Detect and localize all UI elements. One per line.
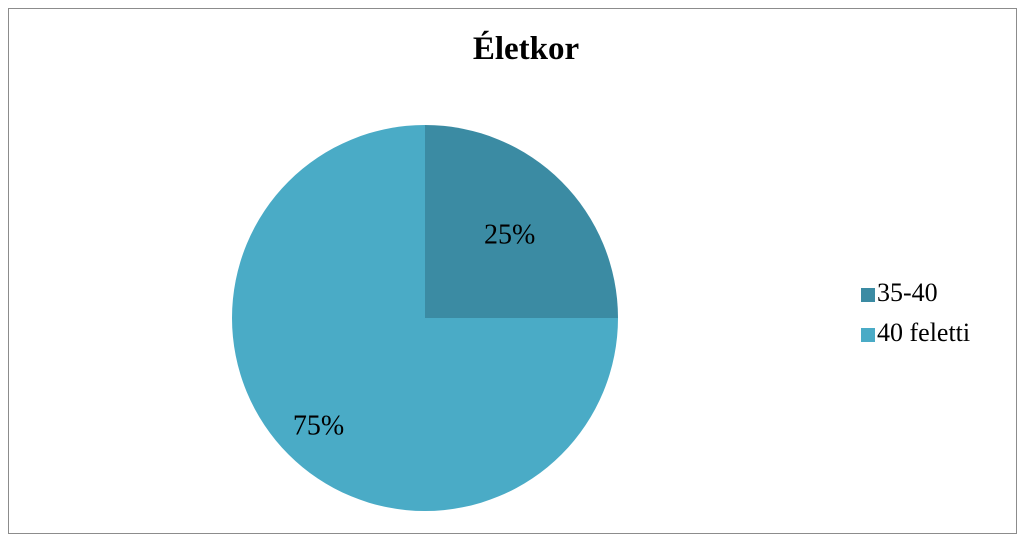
- chart-title: Életkor: [473, 30, 579, 67]
- legend: 35-40 40 feletti: [861, 278, 970, 347]
- legend-label-35-40: 35-40: [877, 278, 938, 307]
- legend-swatch-35-40: [861, 288, 875, 302]
- legend-swatch-40-feletti: [861, 328, 875, 342]
- pie-slice-35-40: [425, 125, 618, 318]
- pie-slices: [232, 125, 618, 511]
- pie-slice-40-feletti: [232, 125, 618, 511]
- data-label-40-feletti: 75%: [293, 410, 344, 441]
- data-label-35-40: 25%: [484, 219, 535, 250]
- legend-label-40-feletti: 40 feletti: [877, 318, 970, 347]
- pie-data-labels: 25% 75%: [293, 219, 535, 441]
